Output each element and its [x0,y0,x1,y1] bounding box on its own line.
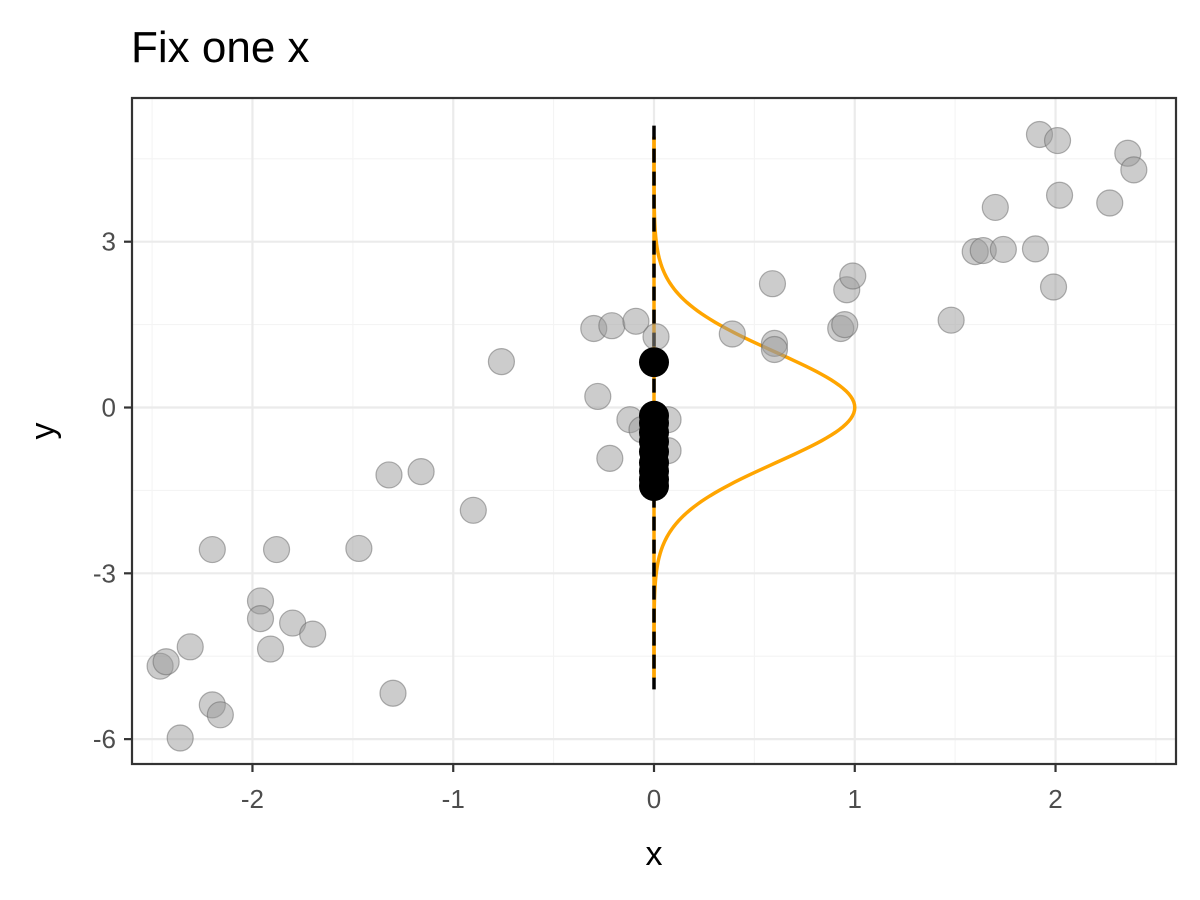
y-axis-title: y [24,423,62,440]
data-point [584,382,612,411]
data-point [256,635,285,663]
data-point [206,701,234,729]
data-point [989,235,1017,264]
data-point [937,306,965,334]
x-axis: -2 -1 0 1 2 [241,764,1063,814]
data-point [176,633,204,661]
y-tick-label: 0 [102,393,116,423]
x-tick-label: 1 [848,784,862,814]
data-point [1021,235,1050,263]
data-point [166,724,194,752]
x-tick-label: -2 [241,784,264,814]
data-point [407,458,435,486]
data-point [981,193,1009,222]
x-tick-label: 2 [1048,784,1062,814]
data-point [622,307,650,335]
data-point [299,620,327,648]
data-point [839,262,867,290]
points-layer [146,120,1148,752]
data-point [596,444,624,472]
y-tick-label: -3 [93,558,116,588]
x-tick-label: -1 [442,784,465,814]
data-point [598,312,626,340]
y-axis: -6 -3 0 3 [93,227,132,754]
highlight-layer [639,347,669,501]
data-point [1096,189,1124,217]
data-point [1120,156,1148,184]
data-point [459,496,487,524]
chart-title: Fix one x [131,23,310,72]
plot-panel [130,96,1178,766]
data-point [246,605,275,633]
data-point [758,270,787,298]
x-axis-title: x [646,835,663,873]
data-point [1043,126,1072,155]
data-point [379,679,407,707]
y-tick-label: 3 [102,227,116,257]
highlight-point [639,470,669,501]
data-point [718,320,746,348]
data-point [642,323,670,351]
data-point [198,535,226,564]
data-point [345,534,373,563]
data-point [831,311,859,339]
data-point [1039,273,1068,301]
data-point [760,335,789,364]
highlight-point [639,347,669,378]
data-point [375,461,403,489]
y-tick-label: -6 [93,724,116,754]
x-tick-label: 0 [647,784,661,814]
data-point [1045,181,1074,209]
data-point [487,348,516,376]
data-point [262,535,291,564]
data-point [152,648,180,676]
